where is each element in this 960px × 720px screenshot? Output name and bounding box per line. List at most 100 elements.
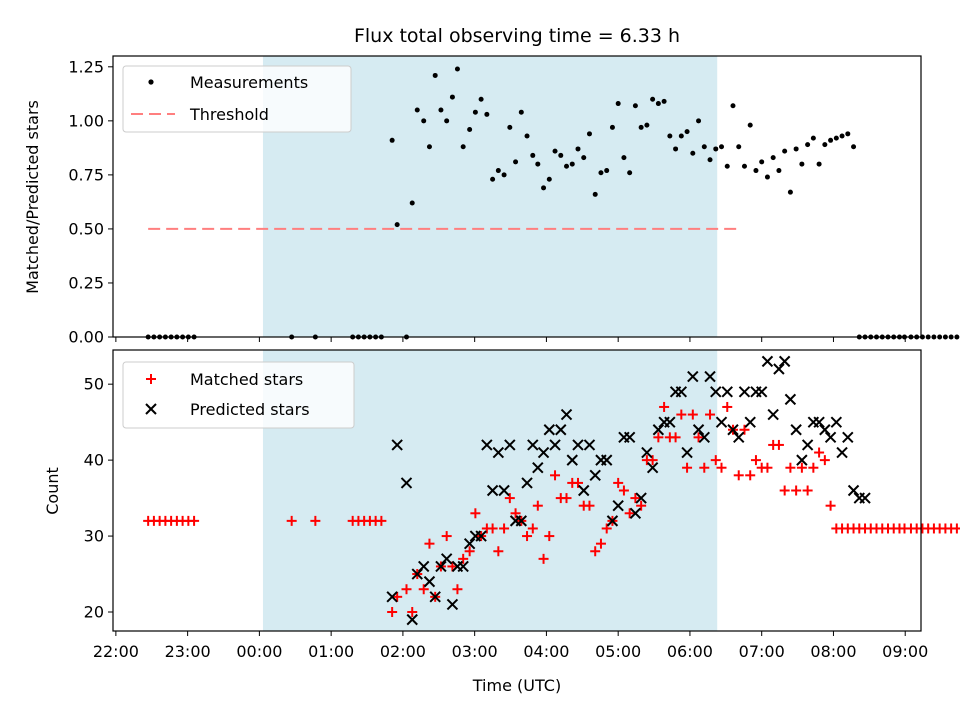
predicted-star-point xyxy=(532,462,544,474)
measurement-point xyxy=(793,146,799,152)
matched-star-point xyxy=(601,523,612,534)
top-axes-frame xyxy=(112,55,922,338)
predicted-star-point xyxy=(715,416,728,428)
legend-label-threshold: Threshold xyxy=(189,105,269,124)
measurement-point xyxy=(564,163,570,169)
predicted-star-point xyxy=(623,431,636,444)
measurement-point xyxy=(627,170,633,176)
matched-star-point xyxy=(441,531,452,542)
matched-star-point xyxy=(687,409,698,420)
measurement-point xyxy=(621,155,627,161)
measurement-point xyxy=(575,146,581,152)
matched-star-point xyxy=(624,508,635,519)
predicted-star-point xyxy=(423,575,436,588)
top-y-tick-label: 1.00 xyxy=(68,111,104,130)
top-y-tick-label: 1.25 xyxy=(68,57,104,76)
legend-label-measurements: Measurements xyxy=(190,73,308,92)
measurement-point xyxy=(535,161,541,167)
matched-star-point xyxy=(699,462,710,473)
predicted-star-point xyxy=(446,598,459,611)
predicted-star-point xyxy=(521,477,533,489)
bottom-panel: 20 30 40 50 22:00 23:00 00:00 01:00 02:00 03:00 0… xyxy=(43,349,960,695)
x-tick-label: 08:00 xyxy=(810,642,856,661)
predicted-star-point xyxy=(583,439,596,451)
predicted-star-point xyxy=(641,446,653,459)
predicted-star-point xyxy=(698,431,710,444)
top-y-tick-label: 0.25 xyxy=(68,273,104,292)
bottom-y-axis-label: Count xyxy=(43,467,62,515)
measurement-point xyxy=(394,222,400,228)
predicted-star-point xyxy=(773,363,785,375)
x-tick-label: 00:00 xyxy=(236,642,282,661)
matched-star-point xyxy=(510,508,521,519)
legend-label-matched-stars: Matched stars xyxy=(190,370,303,389)
matched-star-point xyxy=(647,455,658,466)
measurement-point xyxy=(667,133,673,139)
predicted-star-point xyxy=(721,386,733,398)
predicted-star-point xyxy=(440,553,453,565)
predicted-star-point xyxy=(847,484,860,497)
matched-star-point xyxy=(613,477,624,488)
top-y-tick-label: 0.50 xyxy=(68,219,104,238)
bottom-scatter-points xyxy=(143,355,960,626)
measurement-point xyxy=(937,334,943,340)
legend-label-predicted-stars: Predicted stars xyxy=(190,400,310,419)
matched-star-point xyxy=(676,409,687,420)
top-y-tick-label: 0.00 xyxy=(68,328,104,347)
predicted-star-point xyxy=(391,439,403,451)
measurement-point xyxy=(472,109,478,115)
measurement-point xyxy=(816,161,822,167)
measurement-point xyxy=(741,163,747,169)
measurement-point xyxy=(530,152,536,158)
x-tick-label: 07:00 xyxy=(739,642,785,661)
predicted-star-point xyxy=(767,408,779,421)
matched-star-point xyxy=(722,401,733,412)
measurement-point xyxy=(615,101,621,107)
predicted-star-point xyxy=(796,454,808,466)
matched-star-point xyxy=(682,462,693,473)
matched-star-point xyxy=(522,531,533,542)
measurement-point xyxy=(444,118,450,124)
matched-star-point xyxy=(739,424,750,435)
bottom-legend-box xyxy=(122,361,355,429)
matched-star-point xyxy=(504,493,515,504)
predicted-star-point xyxy=(606,515,619,527)
matched-star-point xyxy=(796,462,807,473)
matched-star-point xyxy=(825,500,836,511)
predicted-star-point xyxy=(755,386,768,398)
measurement-point xyxy=(822,142,828,148)
measurement-point xyxy=(609,124,615,130)
top-y-tick-label: 0.75 xyxy=(68,165,104,184)
measurement-point xyxy=(942,334,948,340)
measurement-point xyxy=(426,144,432,150)
predicted-star-point xyxy=(504,439,516,451)
measurement-point xyxy=(507,124,513,130)
predicted-star-point xyxy=(635,492,647,504)
bottom-y-tick-label: 20 xyxy=(84,603,104,622)
x-tick-label: 23:00 xyxy=(165,642,211,661)
measurement-point xyxy=(495,168,501,174)
matched-star-point xyxy=(458,553,469,564)
bottom-y-tick-label: 50 xyxy=(84,375,104,394)
matched-star-point xyxy=(401,584,412,595)
top-panel: 0.00 0.25 0.50 0.75 1.00 1.25 Matched/Predict… xyxy=(23,55,960,347)
measurement-point xyxy=(770,155,776,161)
predicted-star-point xyxy=(481,439,493,451)
measurement-point xyxy=(541,185,547,191)
matched-star-point xyxy=(951,523,960,534)
measurement-point xyxy=(787,189,793,195)
measurement-point xyxy=(833,135,839,141)
matched-star-point xyxy=(630,493,641,504)
predicted-star-point xyxy=(543,424,555,436)
matched-star-point xyxy=(785,462,796,473)
top-legend: Measurements Threshold xyxy=(122,65,352,133)
matched-star-point xyxy=(544,531,555,542)
matched-star-point xyxy=(710,455,721,466)
bottom-y-tick-label: 30 xyxy=(84,527,104,546)
measurement-point xyxy=(931,334,937,340)
top-legend-box xyxy=(122,65,352,133)
measurement-point xyxy=(569,161,575,167)
legend-marker-matched-stars xyxy=(146,374,156,384)
predicted-star-point xyxy=(819,424,831,436)
measurement-point xyxy=(696,118,702,124)
